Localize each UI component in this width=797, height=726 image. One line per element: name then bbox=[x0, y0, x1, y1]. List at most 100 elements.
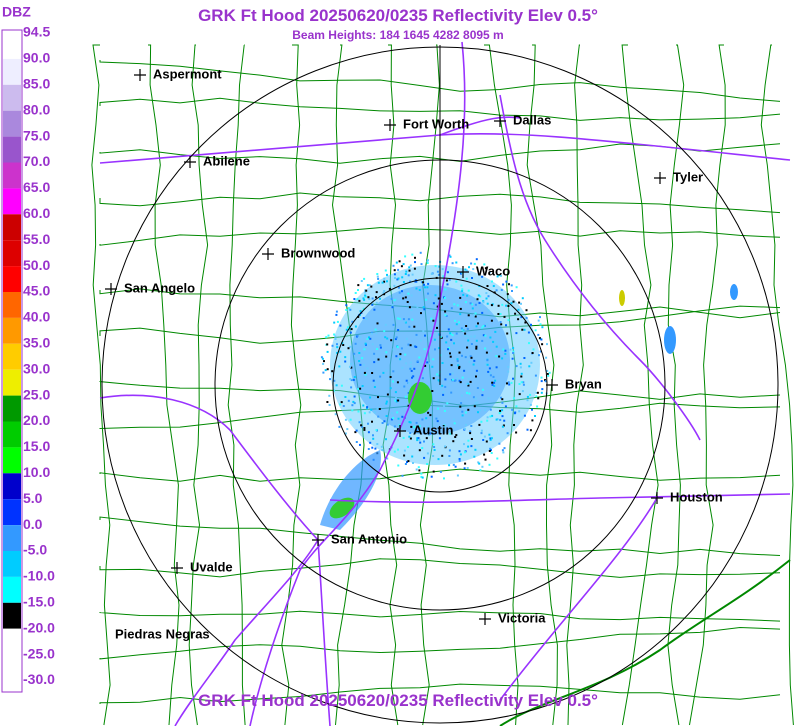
legend-swatch bbox=[3, 33, 21, 59]
echo-pixel bbox=[342, 405, 345, 407]
legend-swatch bbox=[3, 214, 21, 241]
echo-pixel bbox=[511, 408, 514, 411]
echo-pixel bbox=[350, 328, 353, 331]
echo-pixel bbox=[331, 344, 334, 347]
echo-pixel bbox=[358, 352, 361, 354]
echo-pixel bbox=[540, 380, 543, 383]
echo-pixel bbox=[424, 334, 426, 337]
echo-pixel bbox=[418, 425, 421, 427]
echo-pixel bbox=[385, 351, 388, 354]
echo-pixel bbox=[365, 289, 368, 292]
echo-pixel bbox=[437, 297, 440, 300]
echo-pixel bbox=[333, 389, 335, 392]
county-line bbox=[689, 44, 726, 726]
echo-pixel bbox=[492, 340, 495, 343]
echo-pixel bbox=[350, 362, 353, 365]
echo-pixel bbox=[392, 417, 395, 420]
echo-pixel bbox=[489, 372, 492, 374]
echo-pixel bbox=[368, 411, 371, 414]
echo-pixel bbox=[413, 325, 416, 328]
echo-pixel bbox=[504, 356, 507, 359]
echo-pixel bbox=[546, 373, 549, 375]
echo-pixel bbox=[499, 409, 502, 412]
echo-pixel bbox=[408, 306, 411, 309]
echo-pixel bbox=[463, 443, 465, 446]
echo-pixel bbox=[424, 364, 427, 367]
echo-pixel bbox=[447, 347, 450, 349]
echo-pixel bbox=[461, 354, 463, 357]
echo-pixel bbox=[460, 284, 463, 287]
echo-pixel bbox=[538, 337, 541, 340]
echo-pixel bbox=[413, 367, 416, 370]
echo-pixel bbox=[489, 438, 492, 441]
echo-pixel bbox=[414, 261, 416, 264]
echo-pixel bbox=[322, 371, 325, 374]
echo-pixel bbox=[498, 274, 501, 277]
echo-pixel bbox=[484, 267, 487, 270]
echo-pixel bbox=[478, 302, 481, 304]
legend-label: 20.0 bbox=[23, 412, 50, 428]
echo-pixel bbox=[494, 379, 497, 382]
echo-pixel bbox=[468, 266, 470, 269]
echo-pixel bbox=[464, 332, 467, 335]
echo-pixel bbox=[503, 315, 506, 318]
legend-label: -10.0 bbox=[23, 568, 55, 584]
county-line bbox=[148, 44, 180, 726]
echo-pixel bbox=[453, 303, 456, 306]
echo-pixel bbox=[438, 437, 441, 440]
echo-pixel bbox=[466, 391, 468, 394]
echo-pixel bbox=[469, 302, 472, 305]
echo-pixel bbox=[470, 356, 473, 359]
echo-pixel bbox=[512, 350, 515, 353]
echo-pixel bbox=[373, 352, 376, 355]
city-label: Aspermont bbox=[153, 66, 222, 81]
echo-pixel bbox=[449, 373, 452, 376]
echo-pixel bbox=[362, 297, 365, 300]
echo-pixel bbox=[379, 344, 382, 347]
echo-pixel bbox=[361, 385, 364, 387]
echo-pixel bbox=[526, 428, 529, 431]
echo-pixel bbox=[436, 420, 439, 423]
echo-pixel bbox=[495, 418, 498, 421]
echo-pixel bbox=[383, 280, 386, 283]
echo-pixel bbox=[363, 348, 366, 351]
echo-pixel bbox=[375, 296, 377, 299]
echo-pixel bbox=[448, 449, 451, 452]
echo-pixel bbox=[478, 462, 481, 465]
echo-pixel bbox=[371, 301, 374, 304]
echo-pixel bbox=[459, 296, 462, 299]
legend-swatch bbox=[3, 240, 21, 267]
echo-pixel bbox=[386, 457, 389, 460]
echo-pixel bbox=[390, 412, 393, 415]
echo-pixel bbox=[354, 431, 357, 434]
echo-pixel bbox=[441, 362, 444, 364]
echo-pixel bbox=[376, 273, 379, 275]
echo-pixel bbox=[464, 462, 467, 465]
echo-pixel bbox=[532, 348, 535, 351]
echo-pixel bbox=[508, 283, 510, 286]
echo-pixel bbox=[490, 319, 493, 322]
legend-label: 10.0 bbox=[23, 464, 50, 480]
echo-pixel bbox=[455, 332, 458, 335]
echo-pixel bbox=[419, 251, 422, 254]
echo-pixel bbox=[429, 414, 432, 417]
echo-pixel bbox=[436, 326, 438, 329]
echo-area bbox=[350, 285, 510, 435]
echo-pixel bbox=[459, 405, 462, 408]
echo-pixel bbox=[445, 279, 448, 282]
echo-pixel bbox=[404, 395, 407, 398]
echo-pixel bbox=[416, 412, 419, 415]
echo-pixel bbox=[482, 388, 484, 391]
county-line bbox=[188, 44, 209, 726]
echo-pixel bbox=[440, 302, 443, 305]
echo-pixel bbox=[344, 418, 347, 421]
echo-pixel bbox=[541, 326, 544, 329]
echo-pixel bbox=[359, 363, 362, 366]
echo-pixel bbox=[489, 437, 492, 440]
echo-pixel bbox=[340, 384, 343, 387]
echo-pixel bbox=[481, 326, 484, 329]
echo-pixel bbox=[485, 297, 488, 300]
echo-pixel bbox=[520, 375, 523, 378]
echo-pixel bbox=[335, 313, 338, 316]
county-line bbox=[566, 44, 584, 726]
